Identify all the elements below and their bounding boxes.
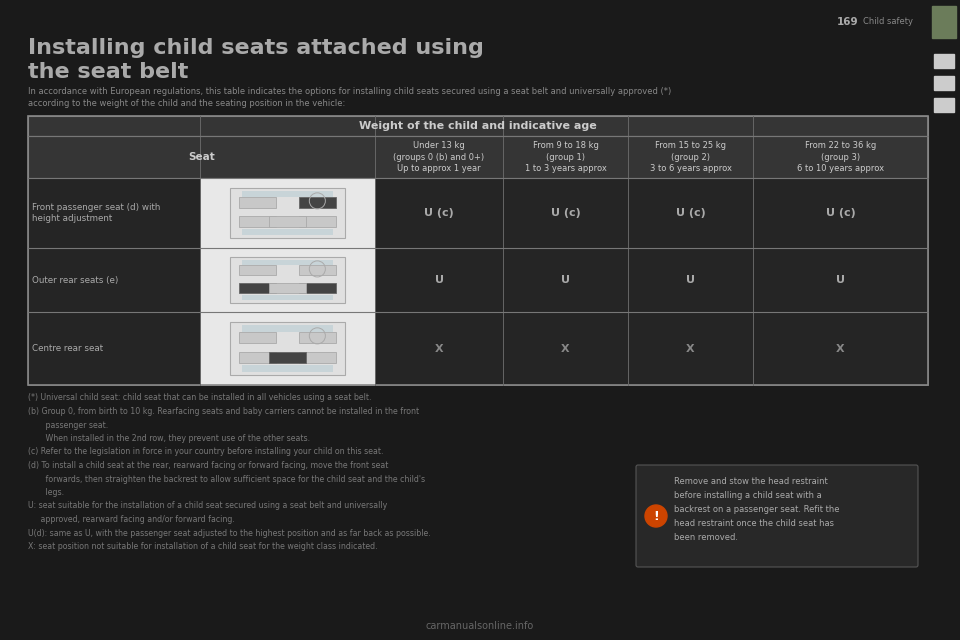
Text: (c) Refer to the legislation in force in your country before installing your chi: (c) Refer to the legislation in force in…: [28, 447, 383, 456]
Bar: [242, 229, 333, 236]
Bar: [200, 178, 375, 248]
Bar: [28, 116, 928, 385]
FancyBboxPatch shape: [636, 465, 918, 567]
Bar: [239, 197, 276, 208]
Bar: [200, 312, 375, 385]
Text: carmanualsonline.info: carmanualsonline.info: [426, 621, 534, 631]
Text: When installed in the 2nd row, they prevent use of the other seats.: When installed in the 2nd row, they prev…: [28, 434, 310, 443]
Text: X: seat position not suitable for installation of a child seat for the weight cl: X: seat position not suitable for instal…: [28, 542, 377, 551]
Bar: [242, 365, 333, 372]
Text: forwards, then straighten the backrest to allow sufficient space for the child s: forwards, then straighten the backrest t…: [28, 474, 425, 483]
Bar: [230, 257, 345, 303]
Text: Weight of the child and indicative age: Weight of the child and indicative age: [359, 121, 597, 131]
Text: U (c): U (c): [424, 208, 454, 218]
Text: passenger seat.: passenger seat.: [28, 420, 108, 429]
Bar: [932, 6, 956, 38]
Text: according to the weight of the child and the seating position in the vehicle:: according to the weight of the child and…: [28, 99, 346, 108]
Bar: [269, 216, 306, 227]
Text: !: !: [653, 509, 659, 522]
Text: U: U: [836, 275, 845, 285]
Bar: [28, 312, 928, 385]
Text: U: U: [686, 275, 695, 285]
Bar: [239, 265, 276, 275]
Text: U (c): U (c): [551, 208, 581, 218]
Text: From 22 to 36 kg
(group 3)
6 to 10 years approx: From 22 to 36 kg (group 3) 6 to 10 years…: [797, 141, 884, 173]
Text: U (c): U (c): [676, 208, 706, 218]
Text: Outer rear seats (e): Outer rear seats (e): [32, 275, 118, 285]
Text: backrest on a passenger seat. Refit the: backrest on a passenger seat. Refit the: [674, 504, 839, 513]
Text: Remove and stow the head restraint: Remove and stow the head restraint: [674, 477, 828, 486]
Text: U: seat suitable for the installation of a child seat secured using a seat belt : U: seat suitable for the installation of…: [28, 502, 387, 511]
Bar: [299, 216, 336, 227]
Bar: [28, 116, 928, 136]
Bar: [28, 178, 928, 248]
Text: (d) To install a child seat at the rear, rearward facing or forward facing, move: (d) To install a child seat at the rear,…: [28, 461, 389, 470]
Text: Seat: Seat: [188, 152, 215, 162]
Text: Installing child seats attached using: Installing child seats attached using: [28, 38, 484, 58]
Bar: [934, 76, 954, 90]
Text: U (c): U (c): [826, 208, 855, 218]
Text: In accordance with European regulations, this table indicates the options for in: In accordance with European regulations,…: [28, 88, 671, 97]
Bar: [299, 332, 336, 343]
Text: approved, rearward facing and/or forward facing.: approved, rearward facing and/or forward…: [28, 515, 235, 524]
Text: From 9 to 18 kg
(group 1)
1 to 3 years approx: From 9 to 18 kg (group 1) 1 to 3 years a…: [524, 141, 607, 173]
Text: U: U: [561, 275, 570, 285]
Text: X: X: [562, 344, 570, 353]
Bar: [299, 351, 336, 364]
Text: 169: 169: [836, 17, 858, 27]
Bar: [28, 136, 928, 178]
Text: Under 13 kg
(groups 0 (b) and 0+)
Up to approx 1 year: Under 13 kg (groups 0 (b) and 0+) Up to …: [394, 141, 485, 173]
Bar: [934, 98, 954, 112]
Text: legs.: legs.: [28, 488, 64, 497]
Bar: [239, 283, 276, 293]
Text: X: X: [435, 344, 444, 353]
Text: before installing a child seat with a: before installing a child seat with a: [674, 490, 822, 499]
Bar: [242, 325, 333, 332]
Bar: [242, 191, 333, 197]
Bar: [299, 283, 336, 293]
Bar: [230, 322, 345, 375]
Bar: [28, 248, 928, 312]
Bar: [200, 248, 375, 312]
Bar: [299, 265, 336, 275]
Bar: [239, 216, 276, 227]
Text: Child safety: Child safety: [863, 17, 913, 26]
Bar: [934, 54, 954, 68]
Bar: [239, 332, 276, 343]
Text: been removed.: been removed.: [674, 532, 738, 541]
Bar: [299, 197, 336, 208]
Text: (*) Universal child seat: child seat that can be installed in all vehicles using: (*) Universal child seat: child seat tha…: [28, 394, 372, 403]
Text: Front passenger seat (d) with
height adjustment: Front passenger seat (d) with height adj…: [32, 203, 160, 223]
Text: Centre rear seat: Centre rear seat: [32, 344, 103, 353]
Text: head restraint once the child seat has: head restraint once the child seat has: [674, 518, 834, 527]
Bar: [242, 260, 333, 265]
Circle shape: [645, 505, 667, 527]
Bar: [269, 283, 306, 293]
Text: U: U: [435, 275, 444, 285]
Bar: [242, 295, 333, 300]
Text: (b) Group 0, from birth to 10 kg. Rearfacing seats and baby carriers cannot be i: (b) Group 0, from birth to 10 kg. Rearfa…: [28, 407, 420, 416]
Text: the seat belt: the seat belt: [28, 62, 188, 82]
Bar: [269, 351, 306, 364]
Text: X: X: [836, 344, 845, 353]
Bar: [239, 351, 276, 364]
Text: X: X: [686, 344, 695, 353]
Text: U(d): same as U, with the passenger seat adjusted to the highest position and as: U(d): same as U, with the passenger seat…: [28, 529, 431, 538]
Text: From 15 to 25 kg
(group 2)
3 to 6 years approx: From 15 to 25 kg (group 2) 3 to 6 years …: [650, 141, 732, 173]
Bar: [230, 188, 345, 238]
